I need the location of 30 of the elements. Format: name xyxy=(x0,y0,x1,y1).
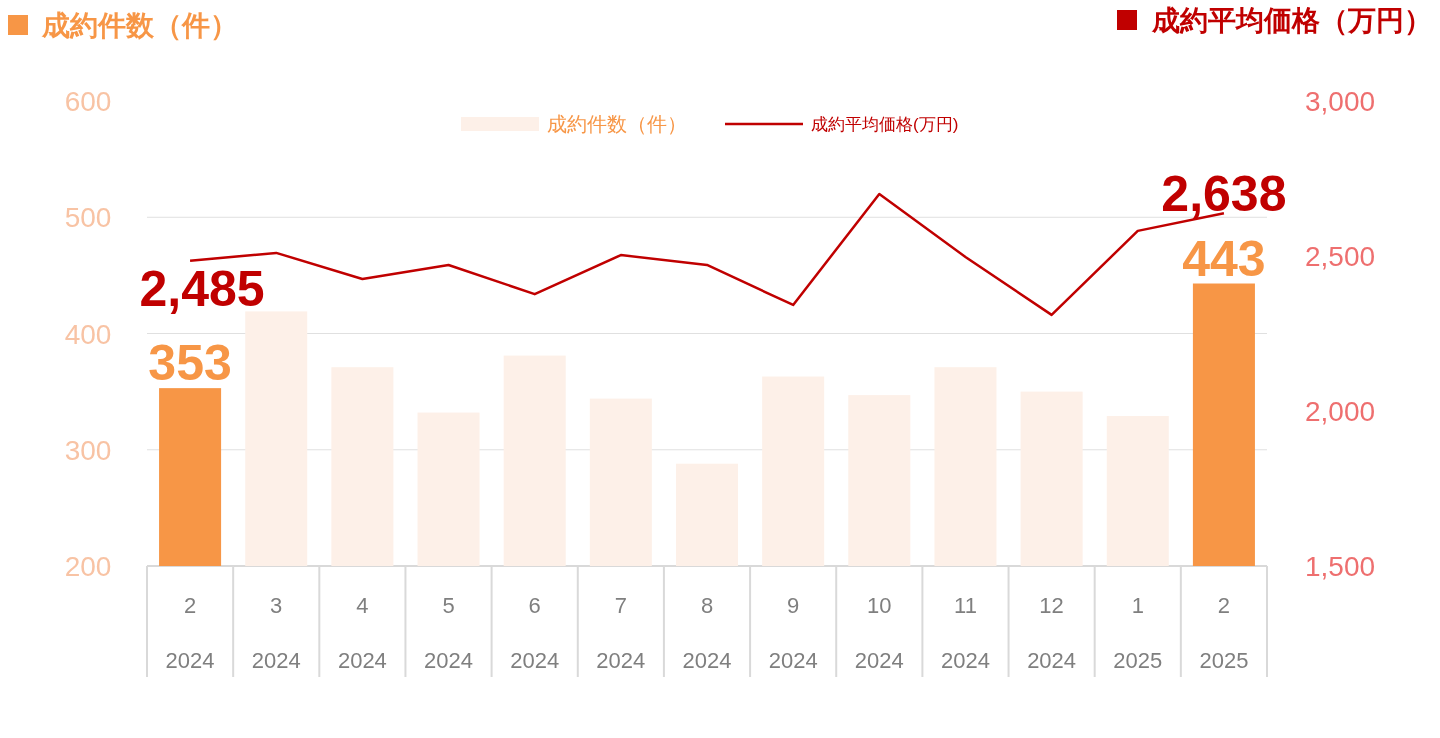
data-label: 353 xyxy=(148,335,232,392)
category-label: 3 2024 xyxy=(251,593,301,673)
data-label: 2,638 xyxy=(1161,166,1287,223)
category-label: 10 2024 xyxy=(854,593,904,673)
y-tick-label: 400 xyxy=(64,318,112,350)
y2-tick-label: 1,500 xyxy=(1304,551,1376,582)
category-label: 2 2024 xyxy=(165,593,215,673)
category-label: 7 2024 xyxy=(596,593,646,673)
y-tick-label: 600 xyxy=(64,86,112,117)
category-label: 8 2024 xyxy=(682,593,732,673)
y2-axis-title: 成約平均価格（万円） xyxy=(1151,5,1432,36)
y-tick-label: 500 xyxy=(64,202,112,234)
category-label: 11 2024 xyxy=(940,593,990,673)
category-label: 2 2025 xyxy=(1199,593,1249,673)
category-label: 12 2024 xyxy=(1027,593,1077,673)
category-label: 4 2024 xyxy=(337,593,387,673)
category-label: 5 2024 xyxy=(424,593,474,673)
y-tick-label: 200 xyxy=(64,551,112,582)
y2-tick-label: 2,500 xyxy=(1304,241,1376,272)
legend-label: 成約件数（件） xyxy=(547,113,687,135)
y-tick-label: 300 xyxy=(64,434,112,466)
y2-tick-label: 2,000 xyxy=(1304,396,1376,427)
legend-label: 成約平均価格(万円) xyxy=(811,115,959,134)
y2-tick-label: 3,000 xyxy=(1304,86,1376,117)
data-label: 443 xyxy=(1182,230,1266,287)
category-label: 9 2024 xyxy=(768,593,818,673)
category-label: 1 2025 xyxy=(1113,593,1163,673)
category-label: 6 2024 xyxy=(510,593,560,673)
data-label: 2,485 xyxy=(139,260,265,317)
y-axis-title: 成約件数（件） xyxy=(41,10,238,41)
